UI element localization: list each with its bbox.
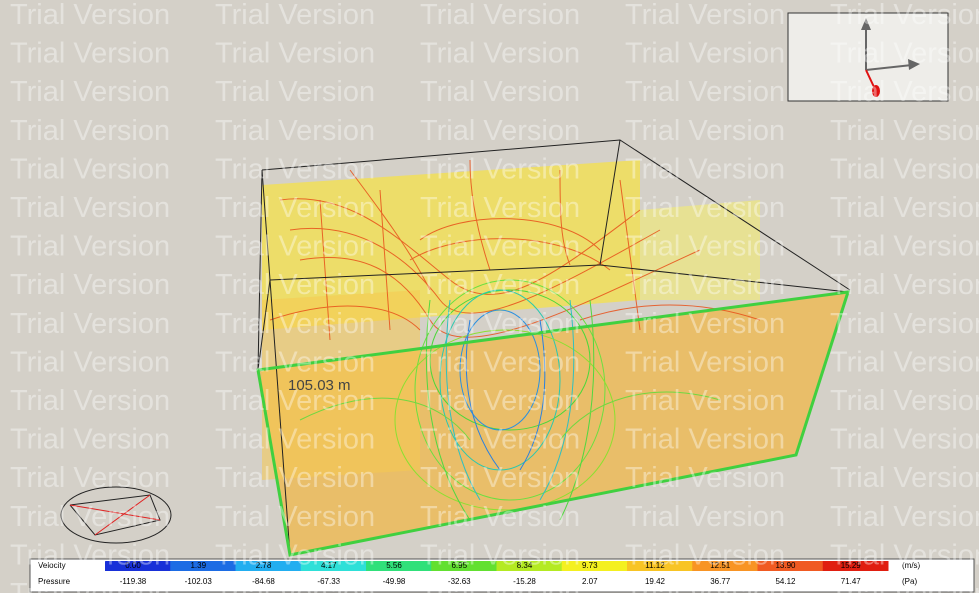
color-swatch [496, 561, 563, 571]
color-swatch [561, 561, 628, 571]
legend-row-name: Velocity [38, 561, 66, 570]
domain-box [257, 139, 851, 556]
legend-value: 8.34 [517, 561, 533, 570]
legend-value: 13.90 [775, 561, 796, 570]
color-swatch [692, 561, 758, 571]
color-swatch [300, 561, 367, 571]
legend-value: 71.47 [841, 577, 862, 586]
legend-value: 6.95 [451, 561, 467, 570]
legend-unit: (Pa) [902, 577, 917, 586]
color-swatch [366, 561, 432, 571]
legend-value: 54.12 [775, 577, 796, 586]
axis-arrow [872, 85, 880, 97]
legend: Velocity 0.00 1.39 2.78 4.17 5.56 6.95 8.34 9.73… [29, 558, 975, 593]
color-swatch [822, 561, 889, 571]
legend-value: 4.17 [321, 561, 337, 570]
legend-value: 12.51 [710, 561, 731, 570]
orientation-widget [60, 486, 172, 544]
legend-value: 2.07 [582, 577, 598, 586]
legend-value: 11.12 [645, 561, 665, 570]
color-swatch [105, 561, 171, 571]
color-swatch [235, 561, 302, 571]
streamlines-top [269, 159, 761, 341]
legend-value: -32.63 [448, 577, 471, 586]
axis-z [865, 69, 875, 88]
legend-value: -84.68 [252, 577, 275, 586]
legend-value: -102.03 [185, 577, 213, 586]
legend-value: 9.73 [582, 561, 598, 570]
color-swatch [170, 561, 236, 571]
legend-value: -119.38 [120, 577, 147, 586]
legend-value: 0.00 [125, 561, 141, 570]
legend-value: -67.33 [317, 577, 340, 586]
legend-value: -15.28 [513, 577, 536, 586]
legend-value: 19.42 [645, 577, 666, 586]
axis-x [865, 64, 913, 71]
streamlines-core [299, 279, 721, 521]
color-swatch [757, 561, 824, 571]
color-swatch [627, 561, 693, 571]
legend-value: 5.56 [386, 561, 402, 570]
legend-unit: (m/s) [902, 561, 921, 570]
flow-scene: 105.03 m [256, 139, 851, 557]
legend-value: 1.39 [190, 561, 206, 570]
legend-value: 36.77 [710, 577, 731, 586]
legend-row-name: Pressure [38, 577, 71, 586]
color-swatch [431, 561, 497, 571]
axis-triad [787, 12, 949, 102]
legend-value: 15.29 [841, 561, 862, 570]
axis-arrow [908, 59, 920, 70]
dimension-label: 105.03 m [288, 377, 351, 394]
legend-value: 2.78 [256, 561, 272, 570]
legend-value: -49.98 [383, 577, 406, 586]
axis-arrow [861, 18, 871, 30]
front-face [256, 290, 851, 557]
section-plane [262, 290, 420, 480]
